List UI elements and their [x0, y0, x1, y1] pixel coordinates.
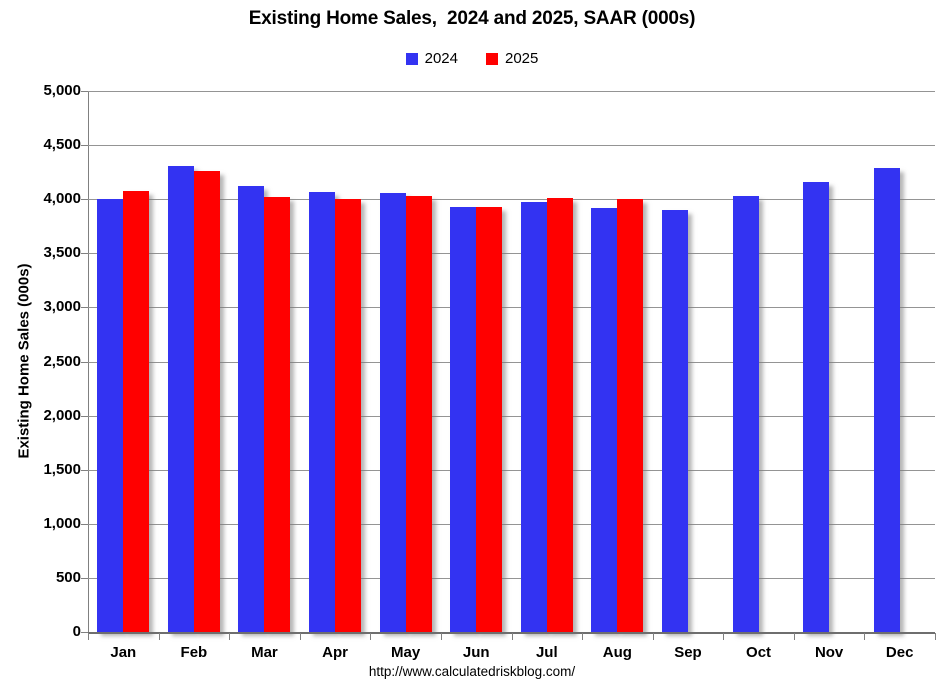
month-label-jul: Jul: [535, 644, 558, 661]
month-label-nov: Nov: [814, 644, 844, 661]
gridline: [88, 91, 935, 92]
x-axis-tick: [370, 633, 372, 640]
month-label-jun: Jun: [462, 644, 490, 661]
y-axis-tick: [81, 632, 88, 633]
x-axis-tick: [935, 633, 936, 640]
x-axis-tick: [158, 633, 160, 640]
month-label-dec: Dec: [885, 644, 914, 661]
month-label-apr: Apr: [322, 644, 348, 661]
bar-2024-feb: [167, 165, 194, 632]
x-axis-tick: [723, 633, 725, 640]
y-axis-tick: [81, 199, 88, 201]
x-axis-tick: [88, 633, 89, 640]
y-axis-tick: [81, 523, 88, 525]
y-axis-tick: [81, 91, 88, 92]
y-tick-label: 500: [55, 568, 81, 586]
y-tick-label: 0: [72, 623, 81, 640]
y-axis-title: Existing Home Sales (000s): [15, 263, 33, 459]
legend-swatch-2024: [405, 52, 418, 65]
bar-2024-mar: [238, 186, 265, 632]
bar-2025-jan: [123, 190, 150, 632]
y-tick-label: 3,000: [43, 298, 81, 316]
bar-2025-feb: [193, 171, 220, 632]
y-tick-label: 3,500: [43, 244, 81, 262]
month-label-feb: Feb: [180, 644, 208, 661]
bar-2025-jun: [476, 206, 503, 632]
y-axis-tick: [81, 253, 88, 255]
y-tick-label: 4,500: [43, 136, 81, 154]
month-label-oct: Oct: [746, 644, 772, 661]
x-axis-tick: [582, 633, 584, 640]
bar-2025-apr: [335, 199, 362, 632]
y-tick-label: 1,500: [43, 460, 81, 478]
x-axis-tick: [511, 633, 513, 640]
gridline: [88, 415, 935, 417]
gridline: [88, 145, 935, 147]
month-label-sep: Sep: [674, 644, 702, 661]
x-axis-tick: [299, 633, 301, 640]
x-axis-tick: [440, 633, 442, 640]
gridline: [88, 577, 935, 579]
y-axis-tick: [81, 307, 88, 309]
month-label-aug: Aug: [602, 644, 632, 661]
legend-label-2024: 2024: [424, 50, 458, 67]
bar-2025-mar: [264, 197, 291, 632]
y-tick-label: 2,000: [43, 406, 81, 424]
y-tick-label: 5,000: [43, 82, 81, 99]
y-axis-line: [88, 91, 89, 639]
plot-area: [88, 91, 935, 632]
bar-2024-oct: [732, 195, 759, 632]
y-tick-label: 2,500: [43, 352, 81, 370]
bar-2024-jun: [450, 206, 477, 632]
bar-2025-may: [405, 195, 432, 632]
x-axis-tick: [864, 633, 866, 640]
y-axis-tick: [81, 145, 88, 147]
legend-item-2025: 2025: [486, 50, 538, 67]
legend-item-2024: 2024: [405, 50, 458, 67]
y-tick-label: 4,000: [43, 190, 81, 208]
bar-2024-apr: [309, 191, 336, 632]
x-axis-tick: [229, 633, 231, 640]
bar-2024-nov: [803, 181, 830, 632]
footer-url: http://www.calculatedriskblog.com/: [368, 664, 576, 679]
bar-2025-aug: [617, 199, 644, 632]
y-axis-tick: [81, 469, 88, 471]
x-axis-tick: [652, 633, 654, 640]
month-label-mar: Mar: [251, 644, 278, 661]
month-label-jan: Jan: [110, 644, 137, 661]
y-axis-tick: [81, 577, 88, 579]
bar-2024-jan: [97, 199, 124, 632]
chart-legend: 2024 2025: [0, 50, 944, 67]
gridline: [88, 253, 935, 255]
gridline: [88, 523, 935, 525]
bar-2024-aug: [591, 207, 618, 632]
bar-2024-sep: [661, 210, 688, 632]
legend-label-2025: 2025: [505, 50, 539, 67]
x-axis-tick: [793, 633, 795, 640]
bar-2024-may: [379, 192, 406, 632]
chart-title: Existing Home Sales, 2024 and 2025, SAAR…: [248, 8, 696, 29]
bar-2025-jul: [546, 198, 573, 632]
gridline: [88, 199, 935, 201]
y-axis-tick: [81, 415, 88, 417]
gridline: [88, 307, 935, 309]
bar-2024-jul: [520, 202, 547, 632]
month-label-may: May: [391, 644, 421, 661]
legend-swatch-2025: [486, 52, 498, 65]
gridline: [88, 469, 935, 471]
y-axis-tick: [81, 361, 88, 363]
gridline: [88, 361, 935, 363]
bar-2024-dec: [873, 167, 900, 632]
y-tick-label: 1,000: [43, 514, 81, 532]
